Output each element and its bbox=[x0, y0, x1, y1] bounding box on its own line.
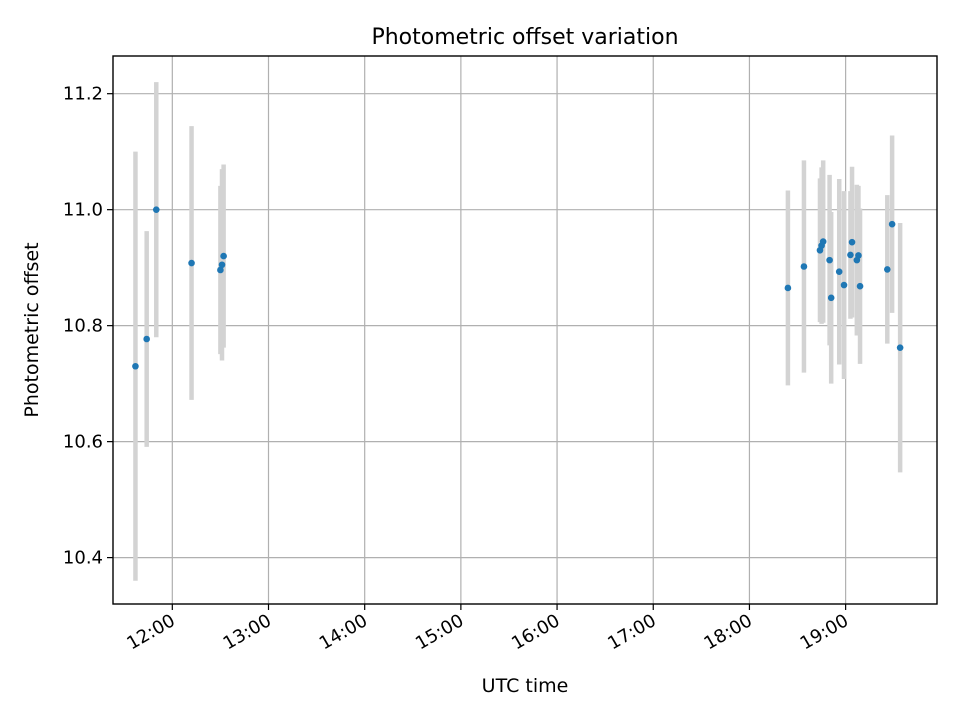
data-point bbox=[826, 256, 833, 264]
data-point bbox=[220, 252, 227, 260]
error-bars bbox=[133, 82, 903, 581]
chart-title: Photometric offset variation bbox=[371, 25, 678, 50]
data-point bbox=[856, 282, 864, 290]
x-tick-label: 12:00 bbox=[123, 610, 178, 654]
y-tick-label: 11.2 bbox=[63, 84, 103, 105]
y-axis-label: Photometric offset bbox=[21, 242, 43, 417]
x-tick-label: 15:00 bbox=[412, 610, 467, 654]
x-tick-label: 13:00 bbox=[220, 610, 275, 654]
y-tick-label: 11.0 bbox=[63, 200, 103, 221]
axis-ticks: 12:00 13:00 14:00 15:00 16:00 17:00 18:00 19:00… bbox=[63, 84, 852, 655]
data-point bbox=[884, 266, 891, 273]
data-point bbox=[800, 263, 808, 270]
data-point bbox=[188, 259, 195, 267]
x-axis-label: UTC time bbox=[482, 675, 569, 697]
data-point bbox=[840, 281, 848, 289]
y-tick-label: 10.4 bbox=[63, 548, 103, 569]
data-point bbox=[848, 238, 856, 246]
data-point bbox=[888, 220, 896, 228]
data-points bbox=[132, 206, 904, 370]
y-tick-label: 10.8 bbox=[63, 316, 103, 337]
x-tick-label: 17:00 bbox=[604, 610, 659, 654]
data-point bbox=[896, 344, 904, 351]
data-point bbox=[819, 238, 827, 245]
data-point bbox=[143, 335, 150, 343]
x-tick-label: 19:00 bbox=[797, 610, 852, 654]
data-point bbox=[784, 284, 792, 292]
data-point bbox=[835, 268, 843, 276]
data-point bbox=[132, 362, 139, 370]
data-point bbox=[218, 261, 226, 269]
data-point bbox=[152, 206, 160, 213]
plot-area-frame bbox=[112, 55, 938, 605]
data-point bbox=[217, 266, 224, 274]
x-tick-label: 14:00 bbox=[316, 610, 371, 654]
data-point bbox=[847, 251, 854, 259]
x-tick-label: 18:00 bbox=[701, 610, 756, 654]
data-point bbox=[827, 294, 835, 302]
grid bbox=[113, 56, 937, 604]
x-tick-label: 16:00 bbox=[508, 610, 563, 654]
y-tick-label: 10.6 bbox=[63, 432, 103, 453]
data-point bbox=[855, 252, 862, 259]
